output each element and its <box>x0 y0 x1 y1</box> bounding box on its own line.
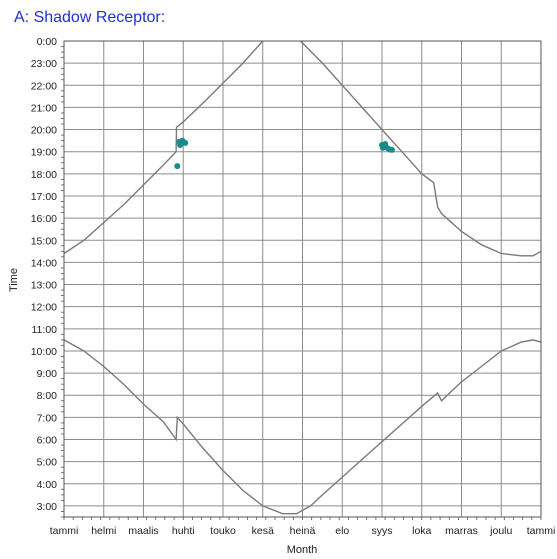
x-tick-label: elo <box>335 525 349 537</box>
y-tick-label: 20:00 <box>31 125 57 137</box>
y-tick-label: 21:00 <box>31 102 57 114</box>
receptor-point <box>177 142 184 149</box>
y-tick-label: 18:00 <box>31 169 57 181</box>
x-tick-label: helmi <box>91 525 116 537</box>
receptor-point <box>379 144 386 151</box>
receptor-point <box>388 146 395 153</box>
x-tick-label: kesä <box>252 525 274 537</box>
y-tick-label: 22:00 <box>31 80 57 92</box>
series-line-3 <box>63 339 542 515</box>
receptor-point <box>182 139 189 146</box>
x-tick-label: syys <box>372 525 393 537</box>
y-axis-title: Time <box>8 268 20 292</box>
x-tick-label: heinä <box>290 525 316 537</box>
x-tick-label: marras <box>445 525 478 537</box>
x-tick-label: huhti <box>172 525 195 537</box>
y-tick-label: 12:00 <box>31 302 57 314</box>
y-tick-label: 19:00 <box>31 147 57 159</box>
y-tick-label: 4:00 <box>37 479 58 491</box>
receptor-point <box>174 163 181 170</box>
y-tick-label: 7:00 <box>37 412 58 424</box>
chart-title: A: Shadow Receptor: <box>14 9 165 26</box>
y-tick-label: 15:00 <box>31 235 57 247</box>
y-tick-label: 8:00 <box>37 390 58 402</box>
y-tick-label: 5:00 <box>37 457 58 469</box>
x-tick-label: joulu <box>489 525 512 537</box>
y-tick-label: 14:00 <box>31 257 57 269</box>
y-tick-label: 11:00 <box>32 324 58 336</box>
x-tick-label: tammi <box>527 525 556 537</box>
x-tick-label: tammi <box>50 525 79 537</box>
x-axis-title: Month <box>287 544 318 556</box>
series-line-1 <box>63 40 264 255</box>
y-tick-label: 9:00 <box>37 368 58 380</box>
y-tick-label: 0:00 <box>37 36 58 48</box>
series-line-2 <box>300 40 542 257</box>
series-lines <box>63 40 542 515</box>
receptor-points <box>174 137 395 170</box>
y-tick-label: 16:00 <box>31 213 57 225</box>
y-tick-label: 23:00 <box>31 58 57 70</box>
x-axis-ticks: tammi helmi maalis huhti touko kesä heinä elo sy… <box>50 525 556 537</box>
y-tick-label: 3:00 <box>37 501 58 513</box>
y-tick-label: 13:00 <box>31 280 57 292</box>
y-tick-label: 10:00 <box>31 346 57 358</box>
y-axis-ticks: 0:00 23:00 22:00 21:00 20:00 19:00 18:00 17:00 1… <box>31 36 57 513</box>
x-tick-label: touko <box>210 525 236 537</box>
x-tick-label: maalis <box>128 525 158 537</box>
plot-frame <box>63 40 542 518</box>
y-tick-label: 6:00 <box>37 435 58 447</box>
x-tick-label: loka <box>412 525 431 537</box>
grid <box>61 40 542 520</box>
y-tick-label: 17:00 <box>31 191 57 203</box>
